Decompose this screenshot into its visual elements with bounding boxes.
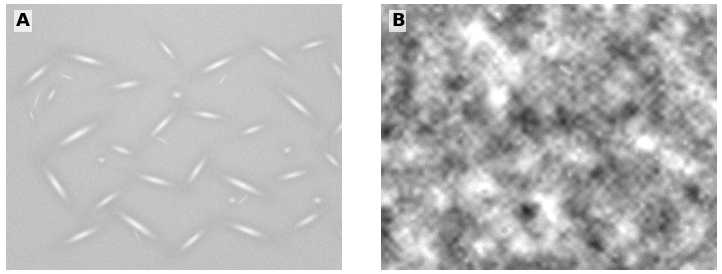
- Text: B: B: [391, 12, 404, 30]
- Text: A: A: [16, 12, 30, 30]
